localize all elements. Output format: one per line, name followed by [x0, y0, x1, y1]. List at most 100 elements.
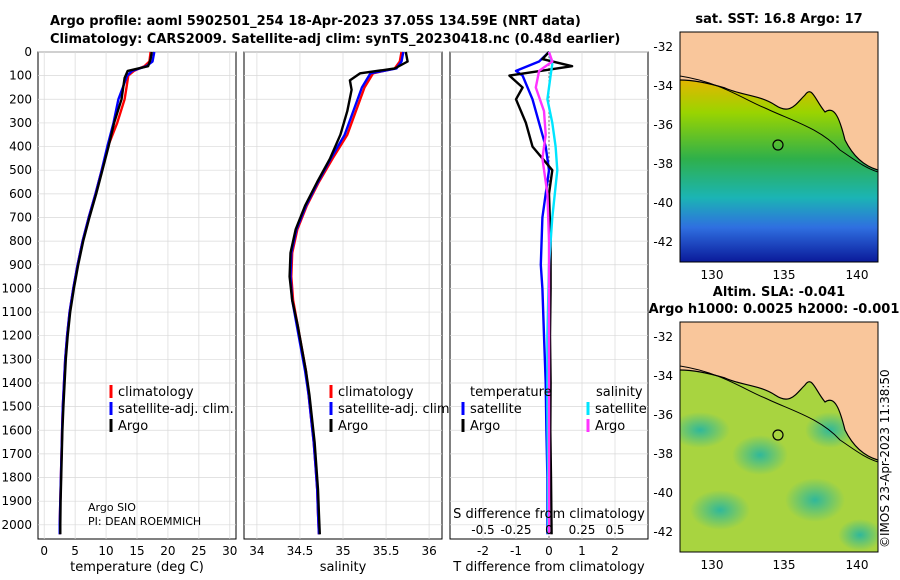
- salinity-difference-label: S difference from climatology: [453, 507, 645, 522]
- lat-tick: -34: [653, 79, 673, 93]
- difference-legend: temperature satellite Argo salinity sate…: [461, 385, 647, 434]
- sst-map: sat. SST: 16.8 Argo: 17 -32 -34 -36 -38 …: [653, 12, 879, 282]
- sst-lat-ticks: -32 -34 -36 -38 -40 -42: [653, 40, 673, 249]
- x-tick-label: 34.5: [287, 544, 314, 558]
- series-line-temperature-argo: [508, 51, 574, 535]
- x-tick-label: 35: [335, 544, 350, 558]
- depth-tick-label: 200: [9, 92, 32, 106]
- legend-temperature-argo: Argo: [470, 419, 500, 434]
- sla-anomaly: [690, 490, 750, 530]
- salinity-legend: climatology satellite-adj. clim. Argo: [329, 385, 454, 434]
- sla-lat-ticks: -32 -34 -36 -38 -40 -42: [653, 330, 673, 539]
- difference-lines: [508, 51, 574, 535]
- x-tick-label: 35.5: [373, 544, 400, 558]
- depth-tick-label: 1900: [1, 494, 32, 508]
- x-tick-label: 36: [421, 544, 436, 558]
- depth-tick-label: 1200: [1, 329, 32, 343]
- x-tick-label: 30: [222, 544, 237, 558]
- float-note: Argo SIO: [88, 501, 136, 514]
- depth-tick-label: 1500: [1, 400, 32, 414]
- argo-location-marker: [772, 139, 784, 151]
- salinity-lines: [288, 51, 409, 535]
- sst-map-frame: [679, 31, 879, 263]
- x-tick-label: 25: [191, 544, 206, 558]
- lat-tick: -42: [653, 235, 673, 249]
- series-line-argo: [59, 51, 153, 535]
- sst-map-title: sat. SST: 16.8 Argo: 17: [695, 12, 862, 27]
- x-tick-label: -2: [477, 544, 489, 558]
- depth-tick-label: 300: [9, 116, 32, 130]
- x-tick-label: -1: [510, 544, 522, 558]
- lat-tick: -38: [653, 157, 673, 171]
- depth-tick-label: 700: [9, 210, 32, 224]
- salinity-xlabel: salinity: [320, 560, 367, 575]
- shelf-contour: [680, 365, 878, 463]
- secondary-tick: 0.5: [605, 523, 624, 537]
- depth-tick-label: 2000: [1, 518, 32, 532]
- legend-temperature-title: temperature: [470, 385, 552, 400]
- secondary-tick: -0.5: [471, 523, 494, 537]
- salinity-grid: [244, 51, 442, 539]
- lon-tick: 140: [846, 558, 869, 572]
- sla-map-subtitle: Argo h1000: 0.0025 h2000: -0.001: [649, 302, 900, 317]
- salinity-x-ticks: 34 34.5 35 35.5 36: [249, 544, 436, 558]
- x-tick-label: 20: [160, 544, 175, 558]
- imos-credit: ©IMOS 23-Apr-2023 11:38:50: [878, 369, 892, 548]
- temperature-panel: 0100200300400500600700800900100011001200…: [1, 45, 237, 575]
- lat-tick: -34: [653, 369, 673, 383]
- series-line-salinity-satellite: [546, 51, 559, 535]
- secondary-tick: 0: [545, 523, 553, 537]
- lat-tick: -36: [653, 118, 673, 132]
- x-tick-label: 10: [98, 544, 113, 558]
- temperature-legend: climatology satellite-adj. clim. Argo: [109, 385, 234, 434]
- lat-tick: -32: [653, 330, 673, 344]
- sla-anomaly: [680, 412, 730, 448]
- sla-anomaly: [732, 435, 788, 475]
- lon-tick: 135: [773, 268, 796, 282]
- depth-tick-label: 0: [24, 45, 32, 59]
- difference-x-ticks: -2 -1 0 1 2: [477, 544, 619, 558]
- sst-lon-ticks: 130 135 140: [701, 268, 869, 282]
- x-tick-label: 0: [40, 544, 48, 558]
- legend-salinity-title: salinity: [596, 385, 643, 400]
- depth-ticks: 0 100 200 300 400 500 600 700 800 900 1000 1100 1200…: [1, 45, 32, 532]
- secondary-ticks: -0.5 -0.25 0 0.25 0.5: [471, 523, 624, 537]
- depth-tick-label: 800: [9, 234, 32, 248]
- land-mask: [680, 32, 878, 170]
- x-tick-label: 0: [545, 544, 553, 558]
- depth-tick-label: 1600: [1, 423, 32, 437]
- depth-tick-label: 100: [9, 69, 32, 83]
- lat-tick: -40: [653, 486, 673, 500]
- salinity-panel: 34 34.5 35 35.5 36 salinity climatology sate…: [243, 51, 454, 575]
- legend-satellite: satellite-adj. clim.: [118, 402, 234, 417]
- series-line-argo: [288, 51, 409, 535]
- x-tick-label: 1: [578, 544, 586, 558]
- depth-tick-label: 1800: [1, 471, 32, 485]
- temperature-xlabel: temperature (deg C): [70, 560, 204, 575]
- series-line-salinity-argo: [534, 51, 554, 535]
- coastline: [680, 79, 878, 171]
- legend-salinity-argo: Argo: [595, 419, 625, 434]
- depth-tick-label: 600: [9, 187, 32, 201]
- profile-title: Argo profile: aoml 5902501_254 18-Apr-20…: [50, 14, 581, 29]
- difference-panel: -2 -1 0 1 2 T difference from climatology S …: [449, 51, 649, 575]
- lat-tick: -40: [653, 196, 673, 210]
- legend-climatology: climatology: [118, 385, 194, 400]
- lat-tick: -32: [653, 40, 673, 54]
- lon-tick: 140: [846, 268, 869, 282]
- lon-tick: 130: [701, 558, 724, 572]
- temperature-grid: [38, 51, 236, 539]
- lon-tick: 130: [701, 268, 724, 282]
- lat-tick: -38: [653, 447, 673, 461]
- difference-xlabel: T difference from climatology: [452, 560, 645, 575]
- legend-argo: Argo: [118, 419, 148, 434]
- depth-tick-label: 1300: [1, 352, 32, 366]
- legend-temperature-satellite: satellite: [470, 402, 522, 417]
- coastline: [680, 369, 878, 461]
- secondary-tick: 0.25: [569, 523, 596, 537]
- pi-note: PI: DEAN ROEMMICH: [88, 515, 201, 528]
- shelf-contour: [680, 75, 878, 173]
- sla-map-frame: [679, 321, 879, 553]
- secondary-tick: -0.25: [500, 523, 531, 537]
